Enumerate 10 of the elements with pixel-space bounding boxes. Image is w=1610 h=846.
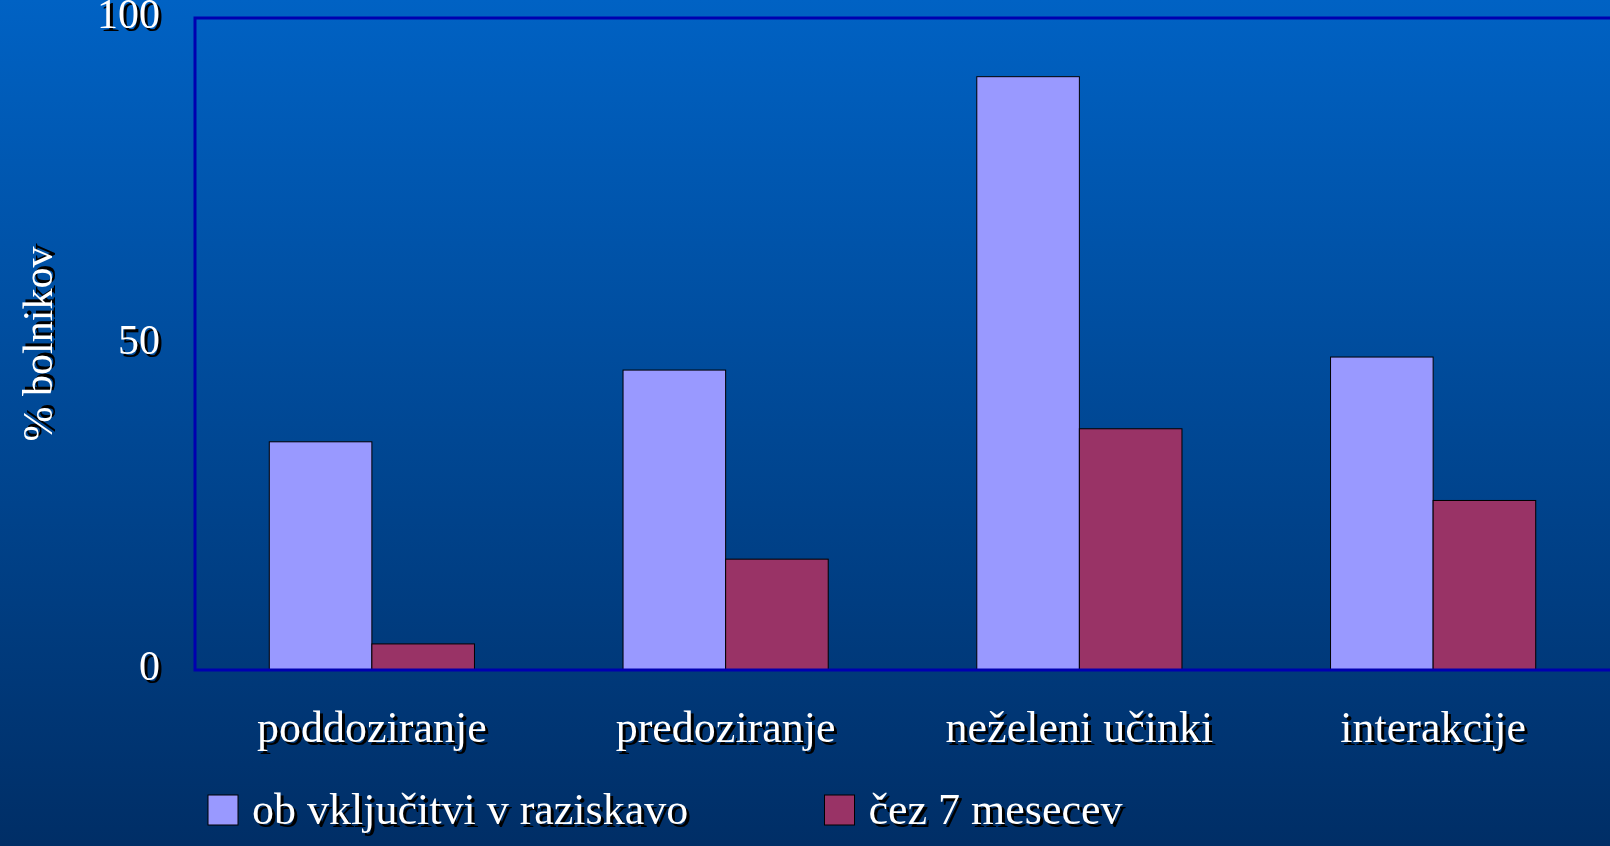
x-tick-label: predoziranje (615, 703, 836, 752)
x-tick-label: neželeni učinki (945, 703, 1214, 752)
y-tick-label: 100 (97, 0, 160, 37)
x-tick-label: interakcije (1340, 703, 1526, 752)
x-tick-label: poddoziranje (257, 703, 487, 752)
y-axis-title: % bolnikov (15, 246, 61, 442)
legend-label: čez 7 mesecev (868, 785, 1123, 834)
legend-label: ob vključitvi v raziskavo (252, 785, 689, 834)
y-tick-label: 50 (118, 316, 160, 363)
y-tick-label: 0 (139, 642, 160, 689)
